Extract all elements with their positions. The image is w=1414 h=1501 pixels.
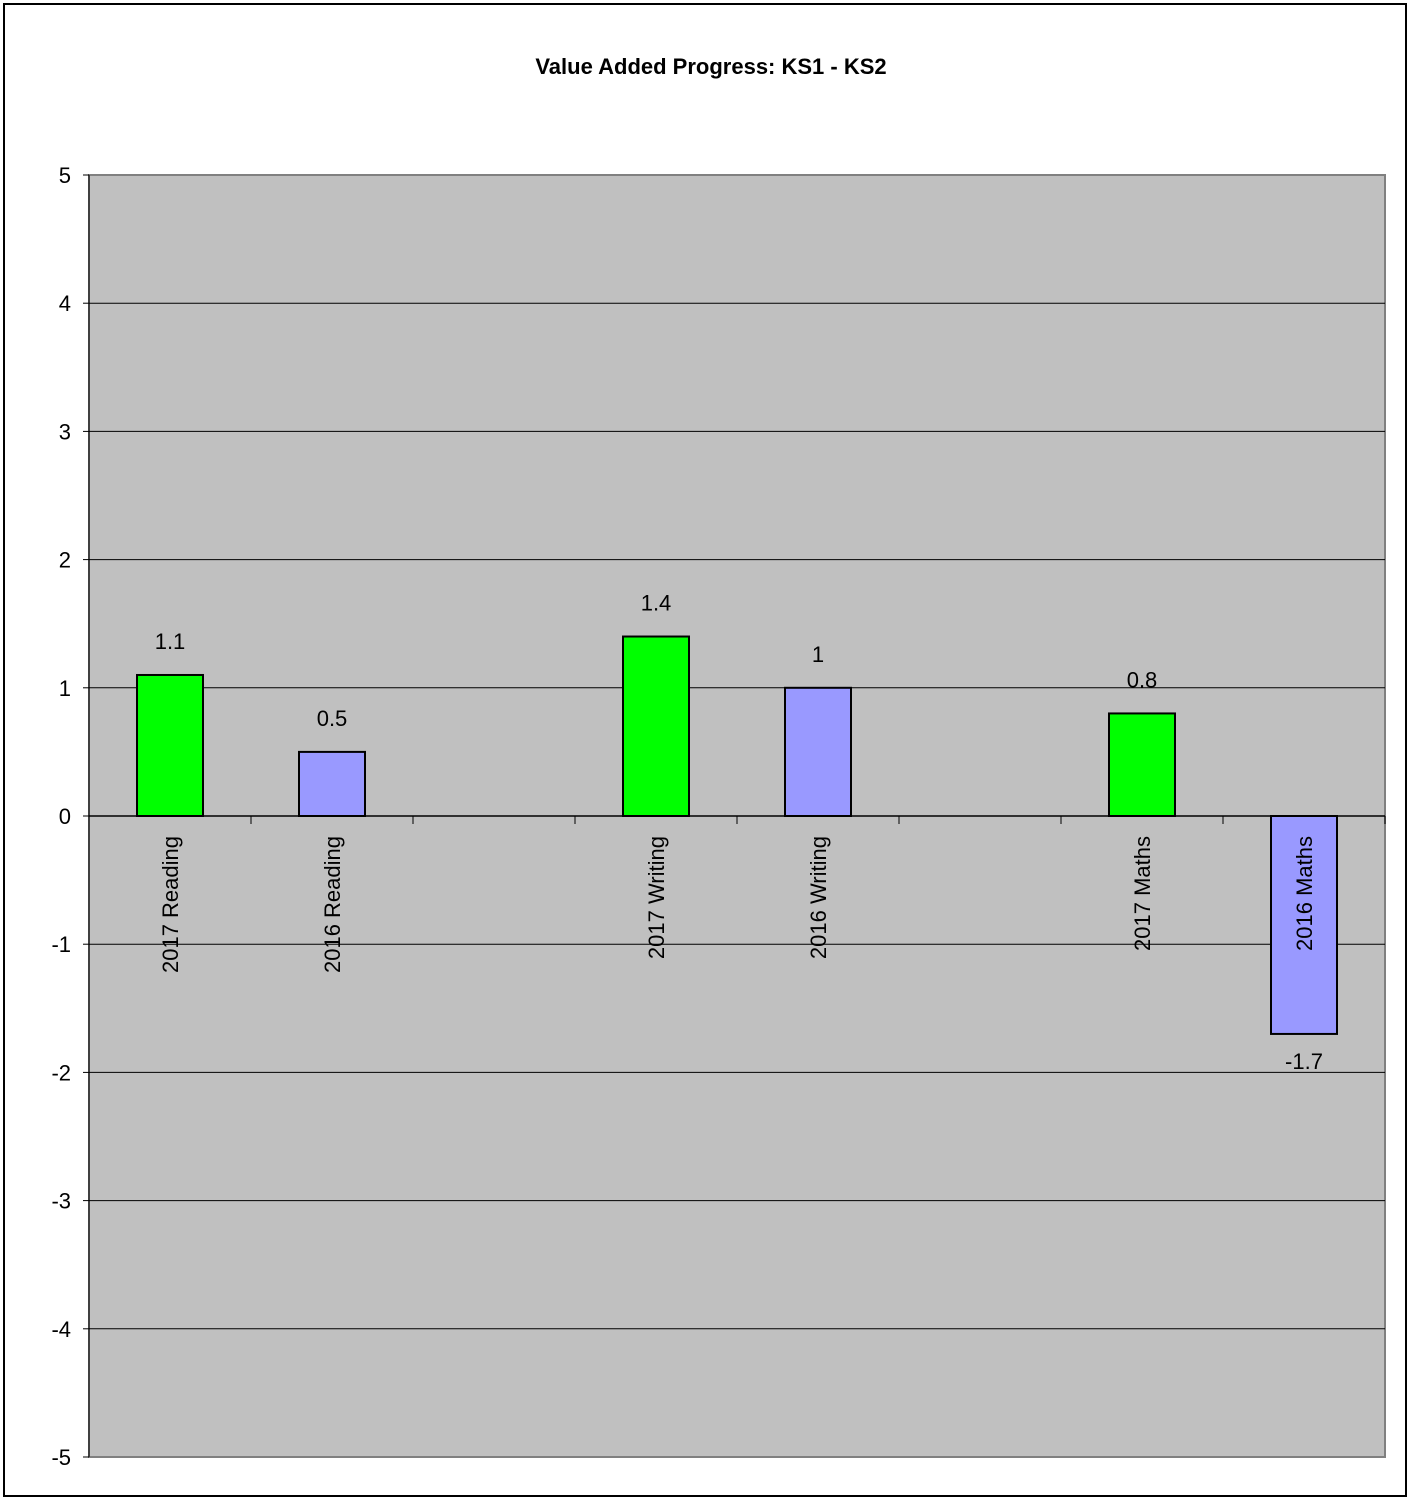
category-label: 2016 Reading (320, 836, 345, 973)
y-tick-label: 5 (59, 163, 71, 188)
y-tick-label: -1 (51, 932, 71, 957)
gridlines (89, 302, 1385, 1330)
bar (1108, 712, 1176, 817)
chart-title: Value Added Progress: KS1 - KS2 (535, 54, 886, 79)
data-label: 1.4 (641, 591, 672, 616)
data-label: 0.5 (317, 706, 348, 731)
category-label: 2016 Maths (1292, 836, 1317, 951)
labels: 1.1 2017 Reading 0.5 2016 Reading 1.4 2017 Wr… (155, 591, 1323, 1074)
y-tick-label: -4 (51, 1317, 71, 1342)
category-label: 2017 Reading (158, 836, 183, 973)
y-tick-label: -2 (51, 1060, 71, 1085)
bar (298, 750, 366, 818)
chart-frame: Value Added Progress: KS1 - KS2 5 4 3 2 1 0 -1… (3, 3, 1407, 1497)
bar (136, 673, 204, 817)
category-label: 2017 Writing (644, 836, 669, 959)
category-label: 2017 Maths (1130, 836, 1155, 951)
y-tick-label: -5 (51, 1445, 71, 1470)
y-tick-label: 1 (59, 676, 71, 701)
data-label: 0.8 (1127, 667, 1158, 692)
bar-chart: Value Added Progress: KS1 - KS2 5 4 3 2 1 0 -1… (51, 54, 1386, 1470)
bars (136, 635, 1338, 1035)
bar (1270, 815, 1338, 1035)
y-tick-label: 0 (59, 804, 71, 829)
category-label: 2016 Writing (806, 836, 831, 959)
bar (784, 686, 852, 817)
y-tick-label: 3 (59, 419, 71, 444)
data-label: 1 (812, 642, 824, 667)
y-tick-label: -3 (51, 1189, 71, 1214)
data-label: 1.1 (155, 629, 186, 654)
y-tick-label: 2 (59, 548, 71, 573)
bar (622, 635, 690, 818)
y-tick-label: 4 (59, 291, 71, 316)
data-label: -1.7 (1285, 1049, 1323, 1074)
